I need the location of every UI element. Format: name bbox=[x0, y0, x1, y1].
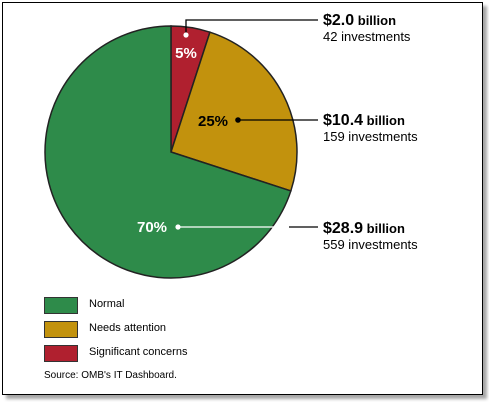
legend-label-needs-attention: Needs attention bbox=[89, 322, 167, 334]
pct-label-normal: 70% bbox=[137, 219, 167, 236]
leader-dot-normal bbox=[175, 224, 181, 230]
leader-dot-significant-concerns bbox=[183, 32, 189, 38]
amount-label-significant-concerns: $2.0 billion bbox=[323, 12, 396, 29]
amount-label-needs-attention: $10.4 billion bbox=[323, 112, 405, 129]
amount-label-normal: $28.9 billion bbox=[323, 220, 405, 237]
leader-dot-needs-attention bbox=[235, 117, 241, 123]
legend-swatch-normal bbox=[44, 297, 78, 314]
pie-slices bbox=[44, 25, 298, 279]
pct-label-needs-attention: 25% bbox=[198, 113, 228, 130]
source-note: Source: OMB's IT Dashboard. bbox=[44, 370, 177, 381]
legend-swatch-needs-attention bbox=[44, 321, 78, 338]
investments-label-significant-concerns: 42 investments bbox=[323, 29, 411, 44]
legend-swatch-significant-concerns bbox=[44, 345, 78, 362]
investments-label-needs-attention: 159 investments bbox=[323, 129, 418, 144]
legend-label-significant-concerns: Significant concerns bbox=[89, 346, 188, 358]
leader-line-significant-concerns bbox=[185, 19, 318, 35]
pie-slice-normal bbox=[44, 25, 292, 279]
legend-label-normal: Normal bbox=[89, 298, 125, 310]
pie-slice-needs-attention bbox=[170, 31, 298, 192]
pct-label-significant-concerns: 5% bbox=[175, 45, 197, 62]
investments-label-normal: 559 investments bbox=[323, 237, 418, 252]
